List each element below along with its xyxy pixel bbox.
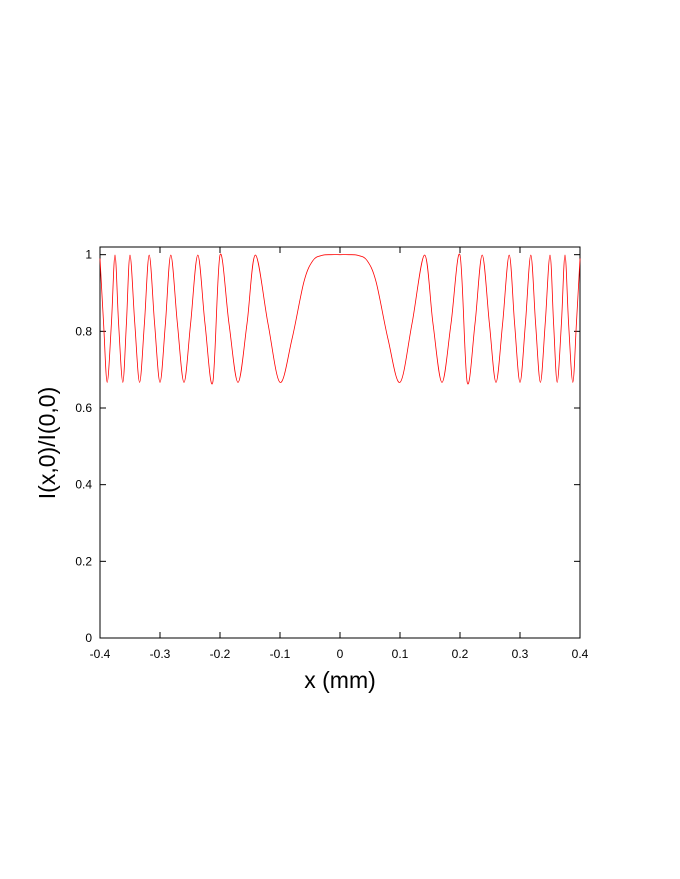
x-tick-label: 0.3 xyxy=(512,647,529,661)
x-tick-label: -0.3 xyxy=(150,647,171,661)
y-tick-label: 0.6 xyxy=(75,401,92,415)
x-axis-label: x (mm) xyxy=(304,667,376,693)
x-tick-label: 0 xyxy=(337,647,344,661)
x-tick-label: -0.4 xyxy=(90,647,111,661)
x-axis-ticks: -0.4 -0.3 -0.2 -0.1 0 0.1 0.2 0.3 0.4 xyxy=(90,247,589,661)
y-tick-label: 0.2 xyxy=(75,554,92,568)
x-tick-label: -0.1 xyxy=(270,647,291,661)
y-tick-label: 0.4 xyxy=(75,478,92,492)
intensity-series-line xyxy=(99,253,581,385)
x-tick-label: -0.2 xyxy=(210,647,231,661)
y-axis-ticks: 0 0.2 0.4 0.6 0.8 1 xyxy=(75,248,580,645)
y-axis-label: I(x,0)/I(0,0) xyxy=(34,387,60,499)
y-tick-label: 0.8 xyxy=(75,324,92,338)
y-tick-label: 0 xyxy=(85,631,92,645)
y-tick-label: 1 xyxy=(85,248,92,262)
plot-frame xyxy=(99,246,581,639)
x-tick-label: 0.2 xyxy=(452,647,469,661)
x-tick-label: 0.4 xyxy=(572,647,589,661)
x-tick-label: 0.1 xyxy=(392,647,409,661)
